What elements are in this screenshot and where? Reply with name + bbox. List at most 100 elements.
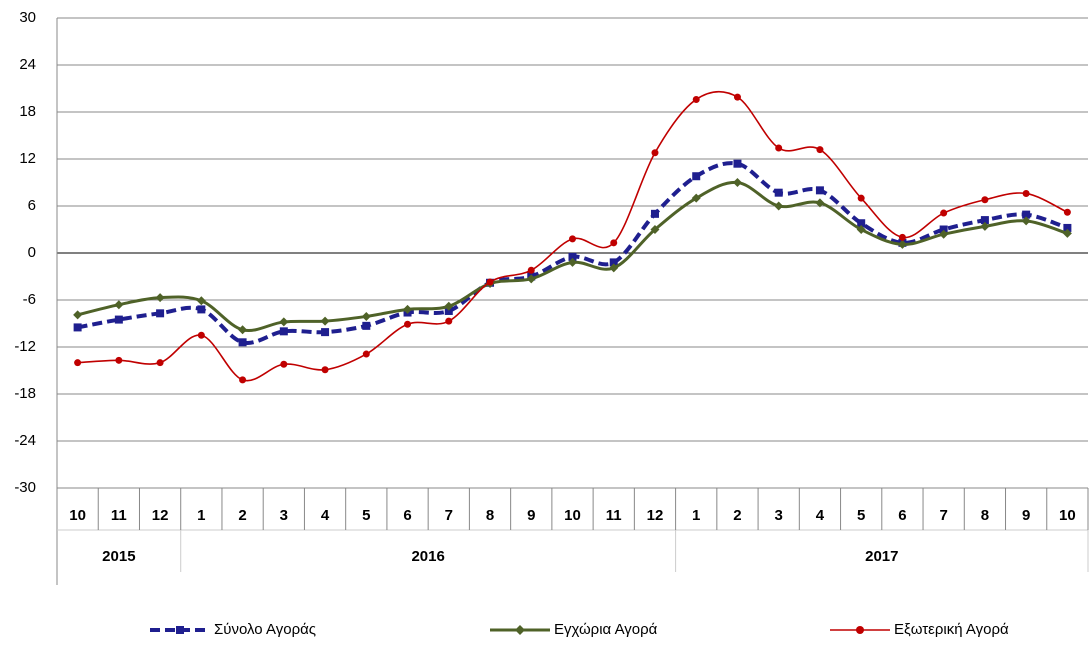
marker	[527, 266, 535, 274]
marker	[815, 186, 824, 195]
x-tick-label: 9	[1022, 507, 1030, 524]
marker	[856, 626, 864, 634]
marker	[732, 178, 742, 187]
marker	[197, 331, 205, 339]
x-tick-label: 11	[111, 507, 127, 524]
x-tick-label: 3	[280, 507, 288, 524]
x-tick-label: 12	[647, 507, 664, 524]
marker	[650, 225, 660, 234]
year-label: 2016	[411, 548, 444, 565]
marker	[444, 301, 454, 311]
marker	[362, 321, 371, 330]
marker	[1021, 216, 1031, 226]
x-tick-label: 8	[486, 507, 494, 524]
year-label: 2017	[865, 548, 898, 565]
marker	[775, 144, 783, 152]
x-tick-label: 5	[362, 507, 370, 524]
marker	[197, 305, 206, 314]
marker	[320, 316, 330, 326]
x-tick-label: 10	[69, 507, 86, 524]
x-tick-label: 2	[238, 507, 246, 524]
x-tick-label: 6	[898, 507, 906, 524]
x-tick-label: 5	[857, 507, 865, 524]
legend-label: Εγχώρια Αγορά	[554, 621, 658, 638]
marker	[1063, 223, 1072, 232]
marker	[515, 625, 525, 635]
marker	[279, 317, 289, 327]
y-tick-label: -30	[14, 479, 36, 496]
marker	[156, 309, 165, 318]
x-tick-label: 10	[564, 507, 581, 524]
marker	[280, 360, 288, 368]
marker	[980, 221, 990, 231]
marker	[403, 304, 413, 314]
year-label: 2015	[102, 548, 135, 565]
marker	[651, 149, 659, 157]
marker	[73, 310, 83, 320]
marker	[650, 209, 659, 218]
marker	[74, 359, 82, 367]
marker	[155, 293, 165, 303]
marker	[733, 93, 741, 101]
marker	[568, 257, 577, 267]
marker	[774, 201, 784, 211]
marker	[569, 235, 576, 243]
marker	[73, 323, 82, 332]
marker	[568, 252, 577, 261]
y-tick-label: 6	[28, 197, 36, 214]
marker	[815, 198, 825, 208]
marker	[1022, 210, 1031, 219]
marker	[279, 327, 288, 336]
marker	[816, 146, 824, 154]
legend-label: Σύνολο Αγοράς	[214, 621, 316, 638]
x-tick-label: 2	[733, 507, 741, 524]
marker	[114, 300, 124, 310]
y-tick-label: -6	[23, 291, 36, 308]
marker	[404, 320, 412, 328]
marker	[940, 209, 948, 217]
marker	[114, 315, 123, 324]
x-tick-label: 1	[197, 507, 205, 524]
x-tick-label: 1	[692, 507, 700, 524]
marker	[609, 258, 618, 267]
x-tick-label: 4	[816, 507, 825, 524]
y-tick-label: 12	[19, 150, 36, 167]
x-tick-label: 4	[321, 507, 330, 524]
marker	[980, 216, 989, 225]
marker	[939, 225, 948, 234]
marker	[774, 188, 783, 197]
x-tick-label: 3	[775, 507, 783, 524]
marker	[691, 193, 701, 203]
marker	[196, 296, 206, 306]
marker	[981, 196, 989, 204]
marker	[444, 306, 453, 315]
marker	[1022, 189, 1030, 197]
marker	[445, 317, 453, 325]
marker	[176, 626, 184, 634]
marker	[609, 263, 619, 273]
marker	[239, 376, 247, 384]
marker	[1062, 228, 1072, 238]
y-tick-label: 30	[19, 9, 36, 26]
x-tick-label: 6	[403, 507, 411, 524]
marker	[610, 239, 618, 247]
marker	[1063, 208, 1071, 216]
marker	[857, 194, 865, 202]
y-tick-label: -24	[14, 432, 36, 449]
marker	[733, 159, 742, 168]
marker	[238, 325, 248, 335]
marker	[856, 225, 866, 234]
x-tick-label: 7	[939, 507, 947, 524]
marker	[526, 274, 536, 284]
x-tick-label: 8	[981, 507, 989, 524]
y-tick-label: 0	[28, 244, 36, 261]
y-tick-label: -12	[14, 338, 36, 355]
marker	[321, 328, 330, 337]
y-tick-label: 24	[19, 56, 36, 73]
marker	[321, 366, 329, 374]
legend-label: Εξωτερική Αγορά	[894, 621, 1009, 638]
marker	[692, 95, 700, 103]
x-tick-label: 9	[527, 507, 535, 524]
x-tick-label: 10	[1059, 507, 1076, 524]
